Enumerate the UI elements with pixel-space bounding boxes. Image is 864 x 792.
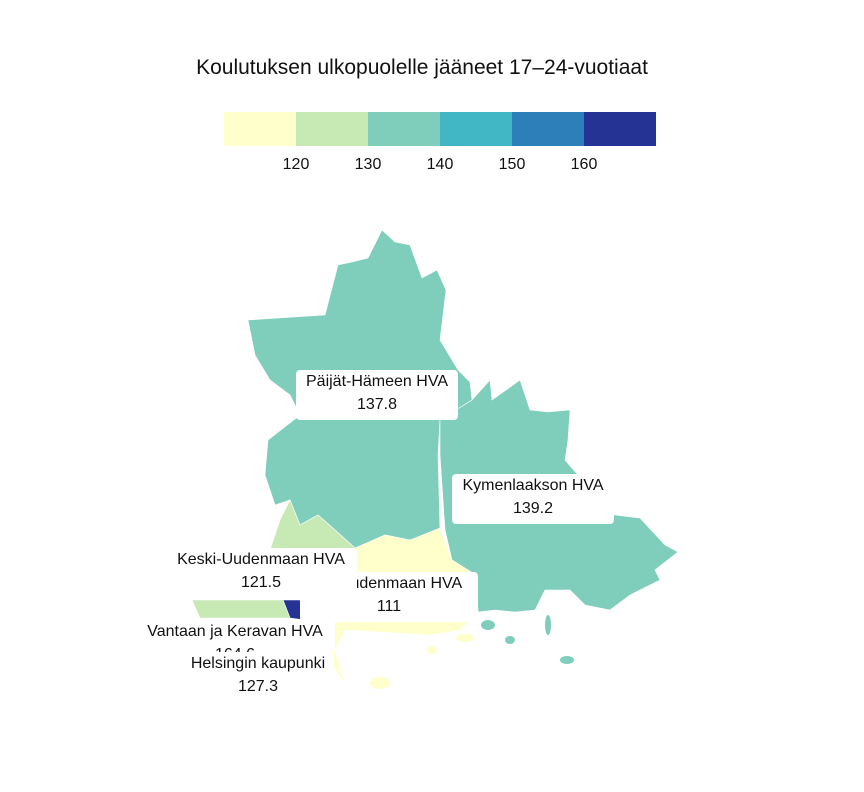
- legend-tick: 160: [570, 156, 598, 173]
- region-name: Kymenlaakson HVA: [462, 477, 604, 494]
- legend-tick: 140: [426, 156, 454, 173]
- region-name: Päijät-Hämeen HVA: [306, 373, 448, 390]
- region-value: 121.5: [240, 574, 282, 591]
- region-name: Helsingin kaupunki: [190, 655, 326, 672]
- label-helsinki: Helsingin kaupunki 127.3: [182, 652, 334, 704]
- region-value: 139.2: [512, 500, 554, 517]
- region-value: 137.8: [356, 396, 398, 413]
- legend-tick: 120: [282, 156, 310, 173]
- legend-swatch: [224, 112, 296, 146]
- region-name: Vantaan ja Keravan HVA: [147, 623, 323, 640]
- legend-tick: 150: [498, 156, 526, 173]
- label-paijat-hame: Päijät-Hämeen HVA 137.8: [296, 370, 458, 420]
- legend-swatch: [512, 112, 584, 146]
- legend-swatch: [584, 112, 656, 146]
- label-kymenlaakso: Kymenlaakson HVA 139.2: [452, 474, 614, 524]
- region-helsinki[interactable]: [191, 599, 291, 619]
- islands: [370, 615, 574, 689]
- region-value: 111: [376, 598, 402, 615]
- legend-swatch: [296, 112, 368, 146]
- label-vantaa-kerava: Vantaan ja Keravan HVA 164.6: [135, 620, 335, 652]
- legend-swatch: [368, 112, 440, 146]
- region-value: 127.3: [237, 678, 279, 695]
- region-name: Keski-Uudenmaan HVA: [177, 551, 345, 568]
- legend-swatch: [440, 112, 512, 146]
- legend-tick: 130: [354, 156, 382, 173]
- region-value: 164.6: [135, 643, 335, 652]
- map-title: Koulutuksen ulkopuolelle jääneet 17–24-v…: [196, 56, 648, 79]
- label-keski-uusimaa: Keski-Uudenmaan HVA 121.5: [165, 548, 357, 600]
